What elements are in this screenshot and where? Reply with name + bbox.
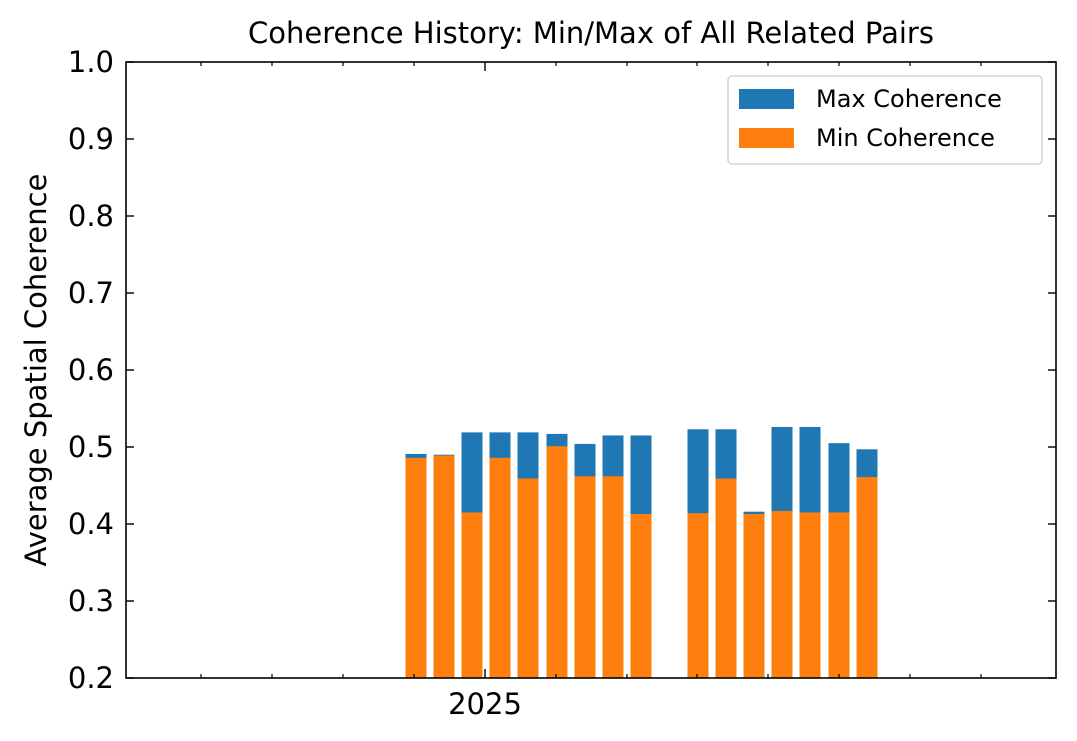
legend-max-swatch bbox=[739, 89, 794, 109]
bar-min-coherence bbox=[433, 455, 455, 678]
bar-min-coherence bbox=[461, 512, 483, 678]
bar-min-coherence bbox=[687, 513, 709, 678]
y-tick-label: 0.8 bbox=[68, 199, 114, 233]
y-tick-label: 0.2 bbox=[68, 661, 114, 695]
legend-min-label: Min Coherence bbox=[816, 124, 995, 152]
y-tick-label: 0.4 bbox=[68, 507, 114, 541]
y-tick-label: 0.3 bbox=[68, 584, 114, 618]
legend-box bbox=[727, 75, 1043, 165]
y-tick-label: 1.0 bbox=[68, 45, 114, 79]
x-tick-label: 2025 bbox=[448, 687, 522, 721]
bar-min-coherence bbox=[405, 457, 427, 678]
y-tick-label: 0.5 bbox=[68, 430, 114, 464]
bar-min-coherence bbox=[574, 476, 596, 678]
legend-min-swatch bbox=[739, 128, 794, 148]
bar-min-coherence bbox=[715, 478, 737, 678]
bar-min-coherence bbox=[517, 478, 539, 678]
chart-title: Coherence History: Min/Max of All Relate… bbox=[248, 16, 934, 50]
bars-group bbox=[405, 426, 878, 678]
y-tick-label: 0.7 bbox=[68, 276, 114, 310]
bar-min-coherence bbox=[771, 510, 793, 678]
bar-min-coherence bbox=[799, 512, 821, 678]
bar-min-coherence bbox=[546, 446, 568, 678]
y-tick-label: 0.6 bbox=[68, 353, 114, 387]
bar-min-coherence bbox=[828, 512, 850, 678]
bar-min-coherence bbox=[743, 513, 765, 678]
bar-min-coherence bbox=[489, 457, 511, 678]
plot-frame bbox=[125, 61, 1057, 679]
bar-min-coherence bbox=[602, 476, 624, 678]
legend-max-label: Max Coherence bbox=[816, 85, 1002, 113]
y-tick-label: 0.9 bbox=[68, 122, 114, 156]
bar-min-coherence bbox=[856, 477, 878, 678]
bar-min-coherence bbox=[630, 513, 652, 678]
legend: Max Coherence Min Coherence bbox=[727, 75, 1043, 165]
y-axis-label: Average Spatial Coherence bbox=[19, 174, 53, 567]
ticks-group: 0.2 0.3 0.4 0.5 0.6 0.7 0.8 0.9 1.0 2025 bbox=[68, 45, 1056, 721]
